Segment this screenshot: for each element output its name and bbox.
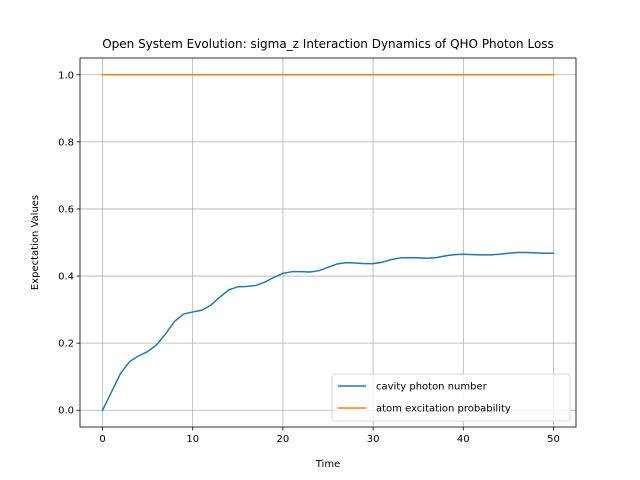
y-tick-label: 1.0	[58, 70, 74, 81]
y-tick-label: 0.6	[58, 204, 74, 215]
x-axis-label: Time	[315, 459, 340, 470]
y-tick-label: 0.4	[58, 272, 74, 283]
x-tick-label: 20	[277, 434, 290, 445]
series-line-1	[101, 251, 555, 412]
y-tick-label: 0.0	[58, 406, 74, 417]
plot-series	[101, 74, 555, 412]
x-tick-label: 30	[367, 434, 380, 445]
grid-lines	[80, 58, 576, 427]
legend: cavity photon number atom excitation prob…	[331, 373, 571, 422]
x-tick-label: 10	[186, 434, 199, 445]
y-tick-label: 0.8	[58, 137, 74, 148]
x-tick-label: 50	[547, 434, 560, 445]
axes-frame	[79, 57, 577, 428]
legend-label-2: atom excitation probability	[376, 404, 511, 415]
legend-label-1: cavity photon number	[376, 382, 488, 393]
y-axis-label: Expectation Values	[30, 195, 41, 290]
y-tick-label: 0.2	[58, 339, 74, 350]
chart-title: Open System Evolution: sigma_z Interacti…	[102, 37, 554, 51]
x-tick-label: 40	[457, 434, 470, 445]
axis-ticks: 0 10 20 30 40 50 0.0 0.2 0.4 0.6 0.8 1.0	[58, 70, 560, 445]
x-tick-label: 0	[99, 434, 105, 445]
legend-box	[331, 373, 571, 422]
